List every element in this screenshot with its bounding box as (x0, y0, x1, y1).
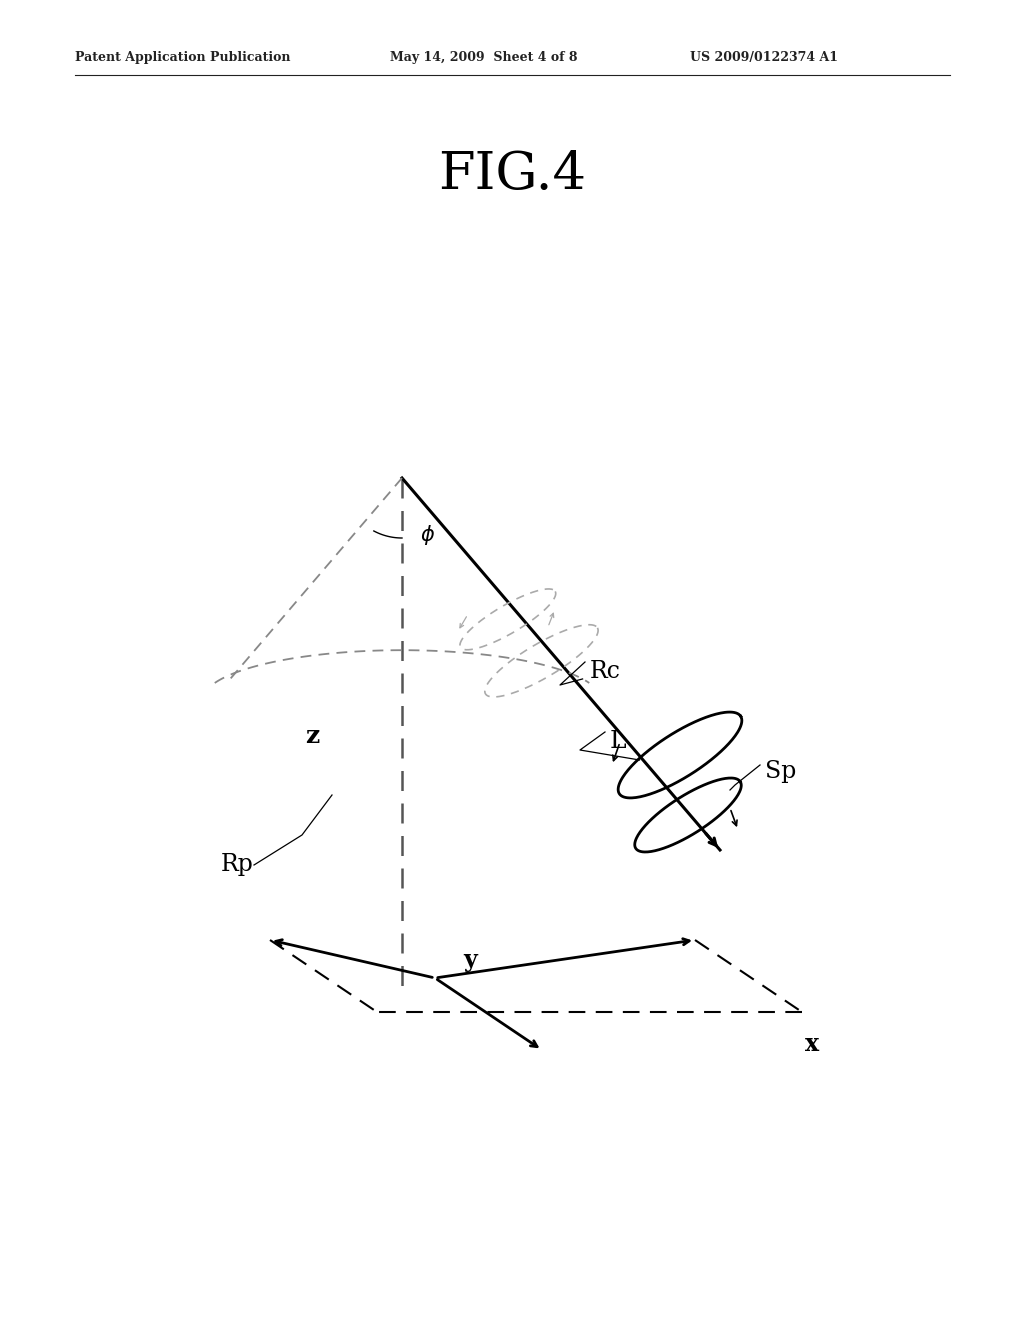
Text: FIG.4: FIG.4 (438, 149, 586, 201)
Text: Rc: Rc (590, 660, 621, 682)
Text: Rp: Rp (220, 854, 253, 876)
Text: US 2009/0122374 A1: US 2009/0122374 A1 (690, 51, 838, 65)
Text: May 14, 2009  Sheet 4 of 8: May 14, 2009 Sheet 4 of 8 (390, 51, 578, 65)
Text: x: x (805, 1032, 819, 1056)
Text: y: y (463, 948, 477, 972)
Text: Patent Application Publication: Patent Application Publication (75, 51, 291, 65)
Text: Sp: Sp (765, 760, 797, 783)
Text: L: L (610, 730, 627, 752)
Text: $\phi$: $\phi$ (420, 523, 435, 546)
Text: z: z (305, 723, 319, 748)
